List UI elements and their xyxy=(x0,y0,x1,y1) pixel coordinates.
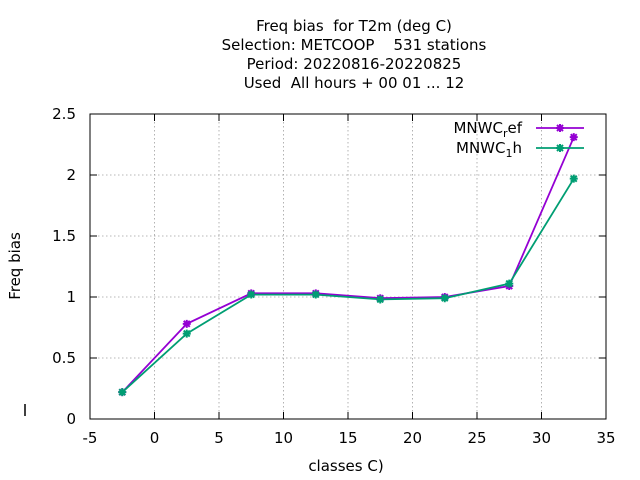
x-tick-label: 35 xyxy=(596,429,615,447)
series-2-point xyxy=(376,295,385,304)
y-tick-label: 1.5 xyxy=(52,227,76,245)
y-tick-label: 0.5 xyxy=(52,349,76,367)
series-line-1 xyxy=(121,136,575,393)
x-tick-label: 10 xyxy=(274,429,293,447)
chart-title-line-4: Used All hours + 00 01 ... 12 xyxy=(243,74,465,92)
grid-lines xyxy=(90,114,606,419)
series-2-point xyxy=(505,279,514,288)
y-tick-label: 2 xyxy=(66,166,76,184)
x-tick-label: 25 xyxy=(467,429,486,447)
y-tick-label: 0 xyxy=(66,410,76,428)
x-tick-label: 5 xyxy=(214,429,224,447)
series-group xyxy=(118,133,578,397)
series-2-point xyxy=(440,294,449,303)
legend-label-1: MNWCref xyxy=(453,119,522,140)
chart-title-line-1: Freq bias for T2m (deg C) xyxy=(256,17,452,35)
chart-title-line-3: Period: 20220816-20220825 xyxy=(246,55,462,73)
x-axis-label: classes C) xyxy=(308,457,383,475)
series-1-point xyxy=(182,319,191,328)
x-tick-label: 20 xyxy=(403,429,422,447)
series-line-2 xyxy=(121,178,575,393)
series-1-point xyxy=(569,133,578,142)
series-2-point xyxy=(311,290,320,299)
legend-label-2: MNWC1h xyxy=(456,139,522,160)
series-2-point xyxy=(247,290,256,299)
series-2-point xyxy=(118,388,127,397)
y-tick-label: 2.5 xyxy=(52,105,76,123)
x-tick-label: 0 xyxy=(150,429,160,447)
x-tick-label: 30 xyxy=(532,429,551,447)
y-tick-label: 1 xyxy=(66,288,76,306)
chart-title-line-2: Selection: METCOOP 531 stations xyxy=(221,36,487,54)
x-tick-label: 15 xyxy=(338,429,357,447)
x-tick-label: -5 xyxy=(83,429,98,447)
y-axis-label: Freq bias xyxy=(6,232,24,300)
series-2-point xyxy=(182,329,191,338)
axis-ticks: -5 0 5 10 15 20 25 30 35 0 0.5 1 1.5 2 2.5 xyxy=(52,105,615,447)
legend-marker-1 xyxy=(556,124,564,132)
legend-marker-2 xyxy=(556,144,564,152)
series-2-point xyxy=(569,174,578,183)
